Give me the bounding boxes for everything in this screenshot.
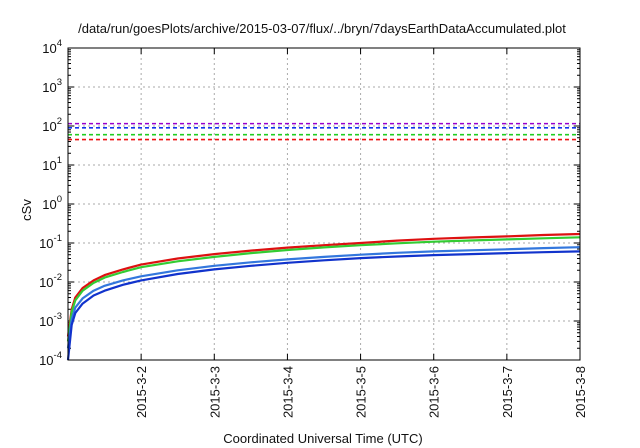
- x-tick-label: 2015-3-5: [354, 366, 369, 418]
- x-tick-label: 2015-3-4: [280, 366, 295, 418]
- x-axis: 2015-3-2 2015-3-3 2015-3-4 2015-3-5 2015-3-6…: [134, 48, 588, 418]
- y-tick-label: 104: [42, 38, 62, 56]
- series-line: [66, 236, 581, 342]
- y-tick-label: 10-2: [39, 272, 62, 290]
- y-tick-label: 10-3: [39, 311, 62, 329]
- y-tick-label: 100: [42, 194, 62, 212]
- y-tick-label: 101: [42, 155, 62, 173]
- x-axis-label: Coordinated Universal Time (UTC): [223, 431, 422, 446]
- chart-title: /data/run/goesPlots/archive/2015-03-07/f…: [78, 21, 566, 36]
- x-tick-label: 2015-3-3: [207, 366, 222, 418]
- y-tick-label: 102: [42, 116, 62, 134]
- series-line: [66, 250, 581, 361]
- x-tick-label: 2015-3-2: [134, 366, 149, 418]
- plot-frame: [67, 47, 581, 361]
- series-lines: [66, 232, 581, 361]
- x-tick-label: 2015-3-7: [500, 366, 515, 418]
- grid: [68, 48, 580, 360]
- x-tick-label: 2015-3-8: [573, 366, 588, 418]
- series-line: [66, 246, 581, 349]
- x-tick-label: 2015-3-6: [427, 366, 442, 418]
- y-axis-label: cSv: [19, 199, 34, 221]
- y-tick-label: 10-1: [39, 233, 62, 251]
- series-line: [66, 232, 581, 337]
- y-tick-label: 103: [42, 77, 62, 95]
- threshold-lines: [68, 122, 580, 141]
- y-tick-label: 10-4: [39, 350, 62, 368]
